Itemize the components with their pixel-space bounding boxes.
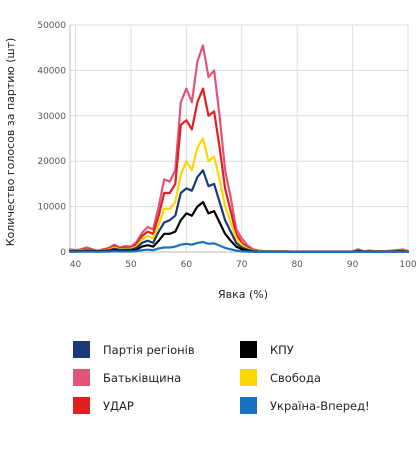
- y-tick-label: 20000: [37, 157, 66, 167]
- x-tick-label: 50: [125, 260, 137, 270]
- series-layer: [68, 44, 410, 253]
- legend-label: Свобода: [270, 371, 321, 385]
- legend-swatch: [240, 369, 257, 386]
- x-tick-label: 100: [399, 260, 416, 270]
- legend-label: УДАР: [103, 399, 134, 413]
- legend-item-batkivshchyna: Батьківщина: [73, 369, 181, 386]
- y-tick-label: 0: [60, 248, 66, 258]
- x-tick-label: 80: [291, 260, 303, 270]
- y-tick-label: 50000: [37, 21, 66, 31]
- legend-item-udar: УДАР: [73, 397, 134, 414]
- legend-item-ukraina-vpered: Україна-Вперед!: [240, 397, 370, 414]
- axis-layer: 0 10000 20000 30000 40000 50000 40 50 60 70 80 90 10…: [37, 21, 416, 270]
- legend: Партія регіонів Батьківщина УДАР КПУ Свобода…: [73, 341, 370, 414]
- legend-swatch: [73, 397, 90, 414]
- y-tick-label: 40000: [37, 66, 66, 76]
- series-line-udar: [68, 87, 410, 253]
- x-axis-label: Явка (%): [218, 288, 268, 301]
- legend-swatch: [240, 397, 257, 414]
- x-tick-label: 70: [236, 260, 248, 270]
- grid-layer: [70, 24, 409, 253]
- legend-item-kpu: КПУ: [240, 341, 294, 358]
- y-tick-label: 30000: [37, 112, 66, 122]
- legend-swatch: [73, 369, 90, 386]
- legend-label: КПУ: [270, 343, 294, 357]
- x-tick-label: 40: [70, 260, 82, 270]
- series-line-ukraina-vpered: [68, 240, 410, 253]
- legend-label: Україна-Вперед!: [270, 399, 370, 413]
- label-layer: Количество голосов за партию (шт) Явка (…: [4, 38, 268, 301]
- y-tick-label: 10000: [37, 203, 66, 213]
- series-line-batkivshchyna: [68, 44, 410, 253]
- legend-swatch: [73, 341, 90, 358]
- x-tick-label: 60: [181, 260, 193, 270]
- y-axis-label: Количество голосов за партию (шт): [4, 38, 17, 247]
- legend-item-svoboda: Свобода: [240, 369, 321, 386]
- legend-item-partiya-regioniv: Партія регіонів: [73, 341, 195, 358]
- legend-label: Партія регіонів: [103, 343, 195, 357]
- legend-label: Батьківщина: [103, 371, 181, 385]
- legend-swatch: [240, 341, 257, 358]
- x-tick-label: 90: [347, 260, 359, 270]
